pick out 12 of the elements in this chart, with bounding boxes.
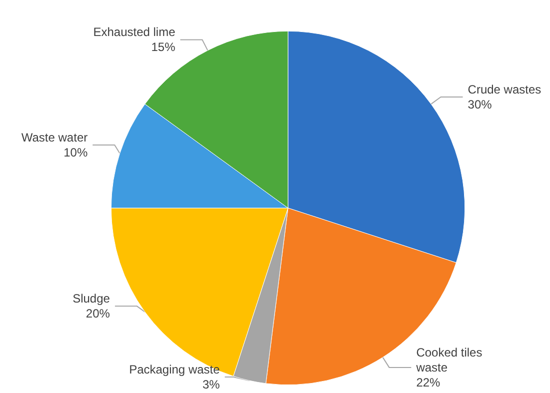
slice-label: Cooked tiles waste [415,345,486,374]
data-label: 3% [202,378,220,392]
data-label: 10% [64,145,88,160]
slice-label: Exhausted lime [93,25,176,40]
slice-label: Packaging waste [129,362,220,376]
data-label: 20% [86,306,110,321]
slice-label: Sludge [72,292,110,306]
slice-label: Waste water [21,130,88,144]
slice-label: Crude wastes [468,82,542,96]
data-label: 15% [151,40,176,54]
data-label: 30% [468,97,492,112]
data-label: 22% [416,375,441,390]
